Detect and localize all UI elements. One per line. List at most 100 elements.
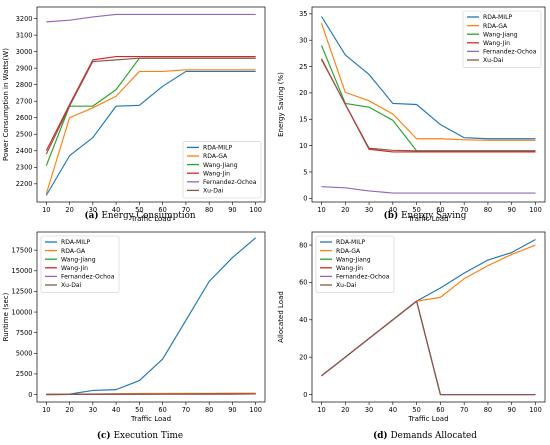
chart-panel-3: 10 20 30 40 50 60 70 80 90 100 0 20 40 60 80 Traffic Lo… [277,231,546,441]
legend-entry: Fernandez-Ochoa [336,274,390,281]
y-tick-label: 2700 [16,97,33,105]
legend-box [182,141,262,199]
x-tick-label: 20 [65,406,73,414]
plot-frame [311,6,546,203]
x-axis-label: Traffic Load [407,415,448,423]
y-tick-label: 2200 [16,180,33,188]
y-axis-label: Runtime (sec) [2,292,10,341]
chart-panel-2: 10 20 30 40 50 60 70 80 90 100 0 2500 5000 7500 10000 1… [2,231,266,441]
x-tick-label: 100 [529,206,542,214]
panel-caption: (d) Demands Allocated [373,430,477,441]
y-tick-label: 25 [299,63,307,71]
x-tick-label: 60 [158,206,166,214]
y-tick-label: 0 [303,391,307,399]
plot-frame [311,231,546,403]
x-tick-label: 100 [249,406,262,414]
x-tick-label: 60 [158,406,166,414]
x-tick-label: 30 [365,406,373,414]
chart-panel-1: 10 20 30 40 50 60 70 80 90 100 0 5 10 15 20 25 30 35 Traff… [277,6,546,223]
y-tick-label: 2500 [16,370,33,378]
panel-caption: (c) Execution Time [97,430,183,441]
x-tick-label: 20 [65,206,73,214]
x-tick-label: 90 [228,206,236,214]
x-tick-label: 10 [42,406,50,414]
caption-text: Energy Consumption [101,211,195,221]
plot-frame [36,231,266,403]
x-axis-label: Traffic Load [130,415,171,423]
legend-entry: Wang-Jiang [203,162,238,169]
y-tick-label: 3200 [16,15,33,23]
legend-box [462,10,542,68]
legend-entry: RDA-MILP [336,239,366,246]
legend-entry: RDA-GA [483,23,508,30]
x-tick-label: 50 [135,206,143,214]
caption-letter: (a) [84,210,98,221]
y-tick-label: 10000 [12,308,33,316]
x-tick-label: 40 [389,206,397,214]
y-tick-label: 30 [299,37,307,45]
x-tick-label: 50 [412,406,420,414]
legend-entry: RDA-GA [336,248,361,255]
y-tick-label: 20 [299,89,307,97]
legend-entry: RDA-GA [61,248,86,255]
panel-caption: (a) Energy Consumption [84,210,195,221]
y-tick-label: 15 [299,116,307,124]
x-tick-label: 80 [205,206,213,214]
series-line-rda-milp [45,70,256,196]
legend-entry: Fernandez-Ochoa [61,274,115,281]
y-tick-label: 3000 [16,48,33,56]
legend-entry: Xu-Dai [336,282,357,289]
legend-entry: Wang-Jiang [336,256,371,263]
x-tick-label: 60 [436,206,444,214]
legend-entry: Xu-Dai [483,57,504,64]
x-tick-label: 70 [460,406,468,414]
x-tick-label: 60 [436,406,444,414]
x-tick-label: 80 [484,206,492,214]
x-axis-label: Traffic Load [407,215,448,223]
x-tick-label: 80 [205,406,213,414]
x-tick-label: 50 [135,406,143,414]
x-tick-label: 40 [389,406,397,414]
caption-letter: (b) [384,210,398,221]
x-tick-label: 40 [112,406,120,414]
y-tick-label: 2400 [16,147,33,155]
y-axis-label: Power Consumption in Watts(W) [2,48,10,161]
caption-text: Execution Time [114,431,184,441]
x-tick-label: 30 [365,206,373,214]
x-tick-label: 20 [341,406,349,414]
x-tick-label: 80 [484,406,492,414]
y-tick-label: 7500 [16,329,33,337]
caption-text: Energy Saving [401,211,467,221]
x-tick-label: 10 [42,206,50,214]
series-line-xu-dai [46,393,256,396]
caption-text: Demands Allocated [391,431,478,441]
x-tick-label: 30 [89,206,97,214]
legend-entry: RDA-MILP [483,14,513,21]
legend-entry: Xu-Dai [203,188,224,195]
y-tick-label: 80 [299,241,307,249]
series-line-fernandez-ochoa [46,13,256,23]
series-line-rda-ga [45,69,256,194]
y-axis-label: Energy Saving (%) [277,72,285,137]
x-tick-label: 90 [508,206,516,214]
x-tick-label: 70 [182,206,190,214]
y-tick-label: 3100 [16,31,33,39]
legend-entry: RDA-GA [203,153,228,160]
series-line-wang-jin [45,56,256,152]
y-tick-label: 5000 [16,350,33,358]
series-line-fernandez-ochoa [321,186,536,194]
series-line-rda-ga [320,23,536,141]
series-line-xu-dai [45,57,256,155]
legend-entry: RDA-MILP [61,239,91,246]
x-tick-label: 70 [182,406,190,414]
y-tick-label: 5 [303,168,307,176]
caption-letter: (c) [97,430,111,441]
series-line-rda-milp [46,237,257,395]
y-tick-label: 10 [299,142,307,150]
x-axis-label: Traffic Load [130,215,171,223]
y-tick-label: 12500 [12,288,33,296]
